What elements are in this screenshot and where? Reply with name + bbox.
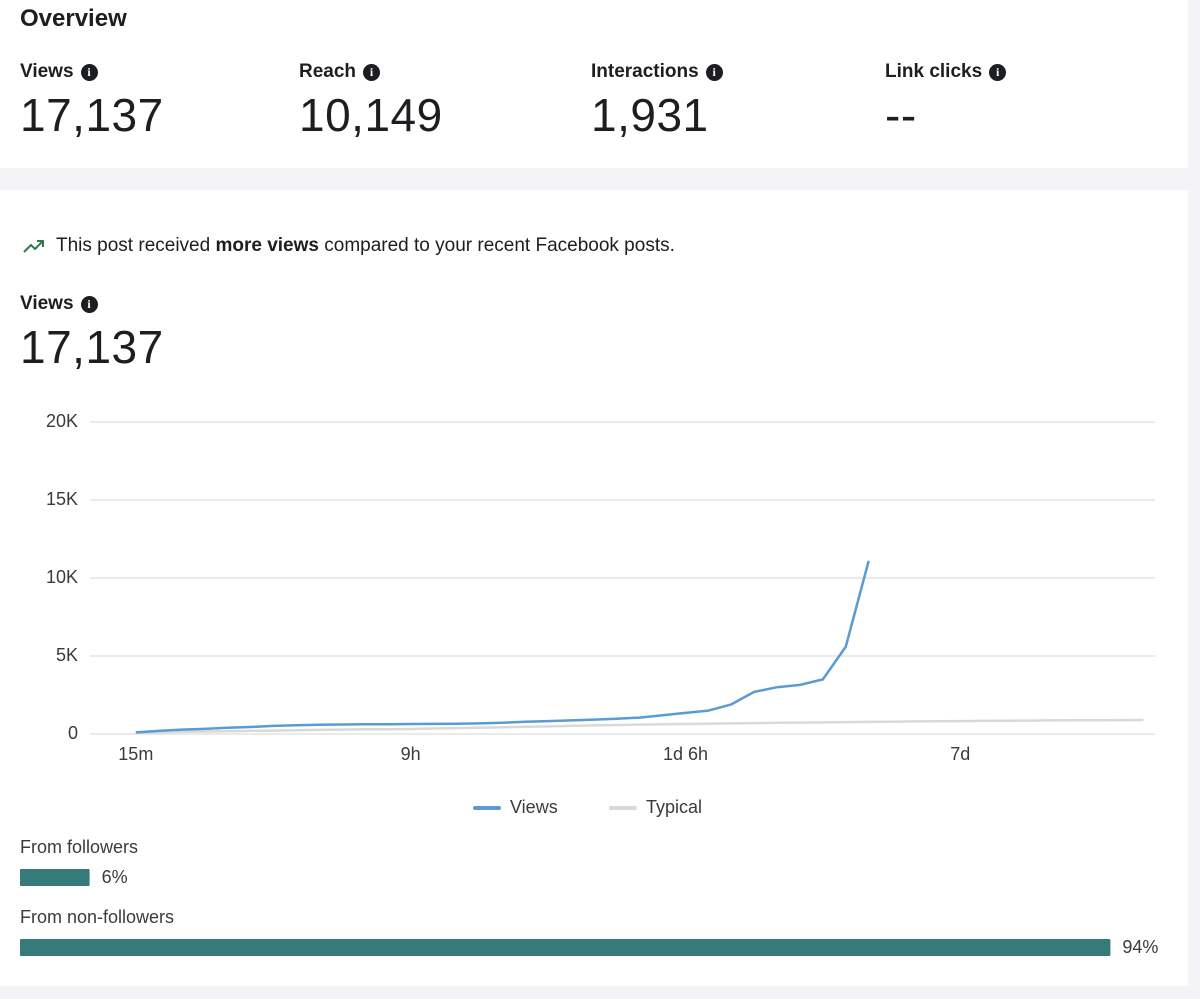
breakdown-label: From followers bbox=[20, 837, 138, 857]
label: Interactions bbox=[591, 61, 699, 82]
notice-text: compared to your recent Facebook posts. bbox=[324, 235, 675, 256]
label: Views bbox=[20, 61, 74, 82]
metric-value: 1,931 bbox=[591, 89, 709, 141]
x-tick-label: 15m bbox=[118, 744, 153, 764]
metric-label: Link clicks i bbox=[885, 61, 1007, 83]
line-series bbox=[135, 718, 1144, 734]
info-icon[interactable]: i bbox=[705, 63, 723, 81]
info-icon[interactable]: i bbox=[363, 63, 381, 81]
breakdown-value: 6% bbox=[102, 867, 128, 887]
info-icon[interactable]: i bbox=[989, 63, 1007, 81]
trend-icon bbox=[23, 240, 44, 253]
metric-value: -- bbox=[885, 89, 917, 141]
info-icon[interactable]: i bbox=[80, 295, 98, 313]
breakdown-bar bbox=[20, 939, 1111, 956]
y-tick-label: 0 bbox=[68, 723, 78, 743]
breakdown-bar bbox=[20, 869, 90, 886]
overview-title: Overview bbox=[20, 5, 127, 32]
breakdown-label: From non-followers bbox=[20, 907, 174, 927]
info-icon[interactable]: i bbox=[80, 63, 98, 81]
label: Reach bbox=[299, 61, 357, 82]
breakdown-value: 94% bbox=[1122, 937, 1158, 957]
views-card: This post received more views compared t… bbox=[0, 190, 1188, 986]
legend-label: Typical bbox=[646, 797, 702, 817]
label: Link clicks bbox=[885, 61, 983, 82]
metric-label: Interactions i bbox=[591, 61, 723, 83]
legend-label: Views bbox=[510, 797, 558, 817]
x-tick-label: 7d bbox=[950, 744, 970, 764]
metric-label: Views i bbox=[20, 61, 98, 83]
notice-text: This post received bbox=[56, 235, 211, 256]
y-tick-label: 10K bbox=[46, 567, 78, 587]
y-tick-label: 5K bbox=[56, 645, 78, 665]
line-series bbox=[135, 560, 870, 734]
metric-value: 17,137 bbox=[20, 89, 164, 141]
y-tick-label: 15K bbox=[46, 489, 78, 509]
metric-label: Reach i bbox=[299, 61, 381, 83]
x-tick-label: 1d 6h bbox=[663, 744, 708, 764]
notice: This post received more views compared t… bbox=[22, 235, 675, 257]
overview-card: Overview Views i 17,137 Reach i 10,149 Interac… bbox=[0, 0, 1188, 168]
y-tick-label: 20K bbox=[46, 411, 78, 431]
metric-value: 10,149 bbox=[299, 89, 443, 141]
views-label: Views i bbox=[20, 293, 98, 315]
notice-strong: more views bbox=[215, 235, 319, 256]
label: Views bbox=[20, 293, 74, 314]
views-value: 17,137 bbox=[20, 321, 164, 373]
x-tick-label: 9h bbox=[401, 744, 421, 764]
